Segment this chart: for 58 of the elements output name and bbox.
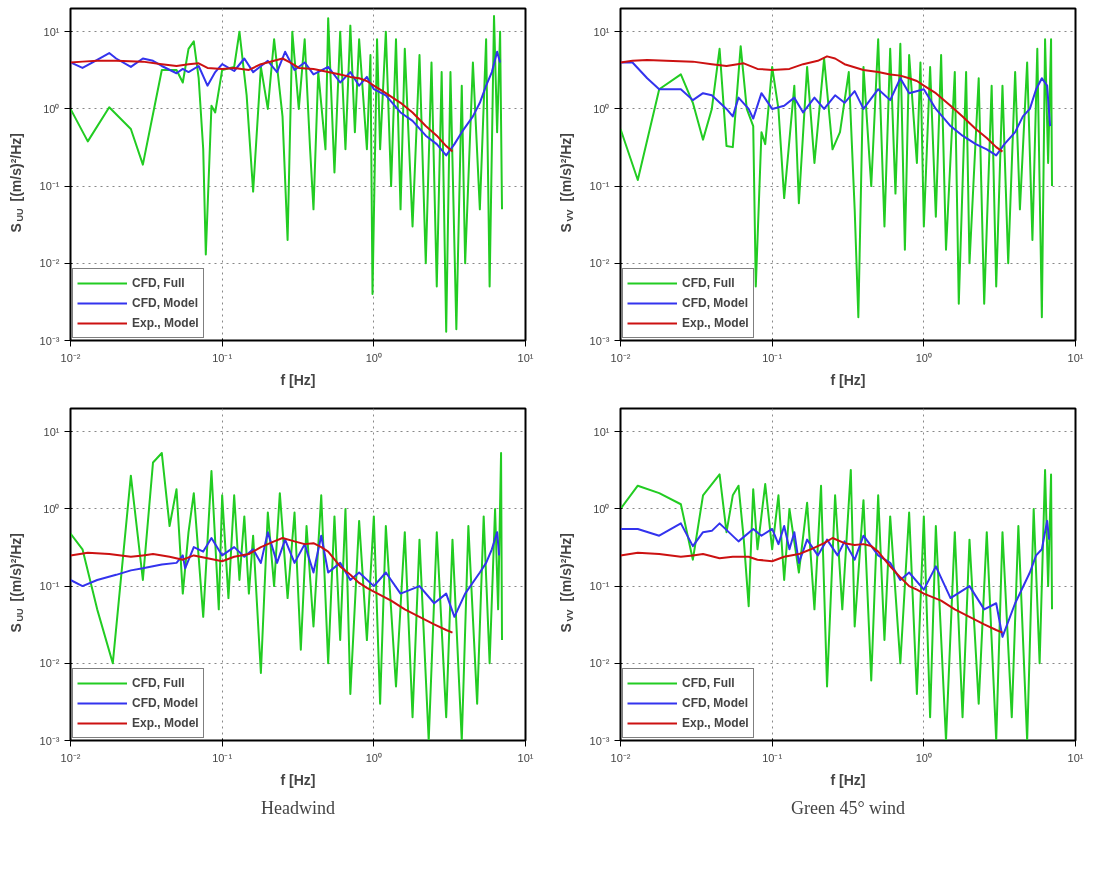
x-tick-label: 10⁰ [915, 751, 932, 764]
legend-label: CFD, Model [682, 296, 748, 310]
x-tick-label: 10⁰ [915, 351, 932, 364]
y-tick-label: 10⁻¹ [39, 180, 60, 193]
x-axis-title: f [Hz] [280, 771, 316, 788]
x-tick-label: 10⁻² [610, 351, 631, 364]
y-axis-title: SVV [(m/s)²/Hz] [557, 533, 575, 633]
y-tick-label: 10¹ [43, 425, 60, 438]
x-tick-label: 10⁰ [365, 351, 382, 364]
legend-label: CFD, Model [132, 696, 198, 710]
legend-label: CFD, Full [682, 676, 735, 690]
y-tick-label: 10¹ [593, 25, 610, 38]
y-tick-label: 10⁰ [43, 502, 60, 515]
legend-label: CFD, Model [132, 296, 198, 310]
x-tick-label: 10¹ [1067, 751, 1084, 764]
x-tick-label: 10⁻² [610, 751, 631, 764]
y-tick-label: 10⁰ [593, 502, 610, 515]
text: Headwind [261, 797, 335, 818]
y-tick-label: 10⁻¹ [589, 580, 610, 593]
y-axis-title: SUU [(m/s)²/Hz] [7, 533, 25, 633]
x-tick-label: 10⁻¹ [762, 351, 783, 364]
x-tick-label: 10⁻² [60, 751, 81, 764]
x-tick-label: 10¹ [517, 751, 534, 764]
y-tick-label: 10⁻² [39, 657, 60, 670]
y-tick-label: 10⁻³ [589, 734, 610, 747]
x-axis-title: f [Hz] [830, 771, 866, 788]
y-tick-label: 10¹ [593, 425, 610, 438]
legend-label: CFD, Full [132, 276, 185, 290]
legend-label: CFD, Full [682, 276, 735, 290]
y-tick-label: 10⁻² [39, 257, 60, 270]
legend-label: Exp., Model [132, 316, 199, 330]
y-tick-label: 10⁻³ [39, 734, 60, 747]
legend-label: Exp., Model [132, 716, 199, 730]
legend-label: Exp., Model [682, 716, 749, 730]
y-tick-label: 10⁰ [43, 102, 60, 115]
x-tick-label: 10⁰ [365, 751, 382, 764]
y-tick-label: 10⁻³ [589, 334, 610, 347]
y-tick-label: 10⁻¹ [39, 580, 60, 593]
y-tick-label: 10⁻² [589, 657, 610, 670]
x-tick-label: 10¹ [517, 351, 534, 364]
x-tick-label: 10⁻¹ [212, 351, 233, 364]
x-tick-label: 10⁻² [60, 351, 81, 364]
y-tick-label: 10¹ [43, 25, 60, 38]
x-axis-title: f [Hz] [830, 371, 866, 388]
legend-label: CFD, Model [682, 696, 748, 710]
y-tick-label: 10⁻¹ [589, 180, 610, 193]
text: Green 45° wind [790, 797, 906, 818]
y-axis-title: SUU [(m/s)²/Hz] [7, 133, 25, 233]
legend-label: CFD, Full [132, 676, 185, 690]
x-tick-label: 10¹ [1067, 351, 1084, 364]
y-axis-title: SVV [(m/s)²/Hz] [557, 133, 575, 233]
y-tick-label: 10⁻³ [39, 334, 60, 347]
x-tick-label: 10⁻¹ [762, 751, 783, 764]
y-tick-label: 10⁰ [593, 102, 610, 115]
x-axis-title: f [Hz] [280, 371, 316, 388]
x-tick-label: 10⁻¹ [212, 751, 233, 764]
y-tick-label: 10⁻² [589, 257, 610, 270]
legend-label: Exp., Model [682, 316, 749, 330]
